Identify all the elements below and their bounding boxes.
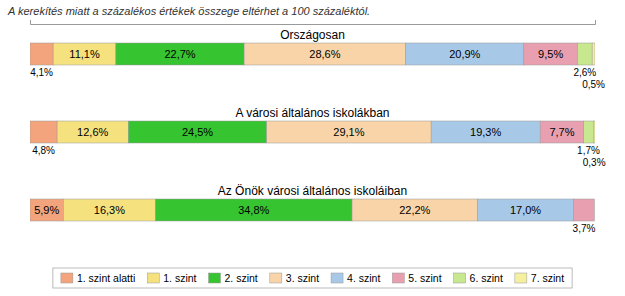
row-label: Országosan	[280, 28, 345, 42]
row-label: A városi általános iskolákban	[235, 106, 389, 120]
bar-segment	[116, 43, 244, 65]
legend-item: 1. szint alatti	[61, 272, 135, 284]
bars	[30, 43, 595, 221]
legend-frame	[53, 268, 572, 288]
x-axis	[31, 20, 596, 25]
bar-segment	[57, 121, 128, 143]
data-label: 12,6%	[77, 126, 108, 138]
legend-swatch	[270, 273, 282, 283]
data-label: 4,1%	[30, 67, 53, 78]
legend-label: 6. szint	[470, 272, 503, 284]
bar-segment	[30, 121, 57, 143]
legend-label: 2. szint	[225, 272, 258, 284]
row-label: Az Önök városi általános iskoláiban	[218, 184, 407, 198]
legend-label: 7. szint	[531, 272, 564, 284]
data-label: 3,7%	[573, 223, 596, 234]
data-label: 5,9%	[34, 204, 59, 216]
bar-segment	[30, 43, 53, 65]
bar-segment	[592, 43, 595, 65]
labels: Országosan A városi általános iskolákban A…	[30, 28, 605, 234]
data-label: 0,3%	[583, 157, 606, 168]
bar-segment	[267, 121, 431, 143]
legend-item: 2. szint	[209, 272, 258, 284]
legend-swatch	[209, 273, 221, 283]
axis-line	[31, 20, 596, 25]
legend: 1. szint alatti 1. szint 2. szint 3. szint 4…	[53, 268, 572, 288]
legend-item: 1. szint	[147, 272, 196, 284]
bar-segment	[128, 121, 266, 143]
legend-item: 7. szint	[515, 272, 564, 284]
data-label: 19,3%	[470, 126, 501, 138]
legend-label: 4. szint	[347, 272, 380, 284]
data-label: 2,6%	[573, 67, 596, 78]
data-label: 22,2%	[399, 204, 430, 216]
data-label: 28,6%	[309, 48, 340, 60]
bar-segment	[593, 121, 595, 143]
legend-swatch	[61, 273, 73, 283]
data-label: 4,8%	[32, 145, 55, 156]
data-label: 7,7%	[549, 126, 574, 138]
data-label: 20,9%	[449, 48, 480, 60]
legend-item: 4. szint	[331, 272, 380, 284]
bar-segment	[352, 199, 477, 221]
bar-segment	[30, 199, 63, 221]
data-label: 34,8%	[238, 204, 269, 216]
bar-segment	[584, 121, 594, 143]
bar-segment	[524, 43, 578, 65]
legend-swatch	[392, 273, 404, 283]
legend-label: 1. szint alatti	[77, 272, 135, 284]
data-label: 22,7%	[164, 48, 195, 60]
bar-segment	[244, 43, 406, 65]
legend-item: 5. szint	[392, 272, 441, 284]
bar-segment	[431, 121, 540, 143]
legend-swatch	[147, 273, 159, 283]
bar-segment	[477, 199, 573, 221]
bar-segment	[577, 43, 592, 65]
subtitle: A kerekítés miatt a százalékos értékek ö…	[7, 5, 370, 17]
data-label: 24,5%	[182, 126, 213, 138]
data-label: 0,5%	[582, 79, 605, 90]
legend-swatch	[331, 273, 343, 283]
legend-label: 3. szint	[286, 272, 319, 284]
bar-segment	[155, 199, 352, 221]
data-label: 16,3%	[94, 204, 125, 216]
legend-item: 3. szint	[270, 272, 319, 284]
data-label: 11,1%	[69, 48, 100, 60]
bar-segment	[406, 43, 524, 65]
data-label: 29,1%	[333, 126, 364, 138]
bar-segment	[574, 199, 595, 221]
chart: A kerekítés miatt a százalékos értékek ö…	[0, 0, 625, 296]
bar-segment	[53, 43, 116, 65]
data-label: 1,7%	[577, 145, 600, 156]
legend-swatch	[454, 273, 466, 283]
legend-item: 6. szint	[454, 272, 503, 284]
legend-swatch	[515, 273, 527, 283]
data-label: 9,5%	[538, 48, 563, 60]
bar-segment	[63, 199, 155, 221]
data-label: 17,0%	[510, 204, 541, 216]
legend-label: 5. szint	[408, 272, 441, 284]
legend-label: 1. szint	[163, 272, 196, 284]
bar-segment	[540, 121, 584, 143]
